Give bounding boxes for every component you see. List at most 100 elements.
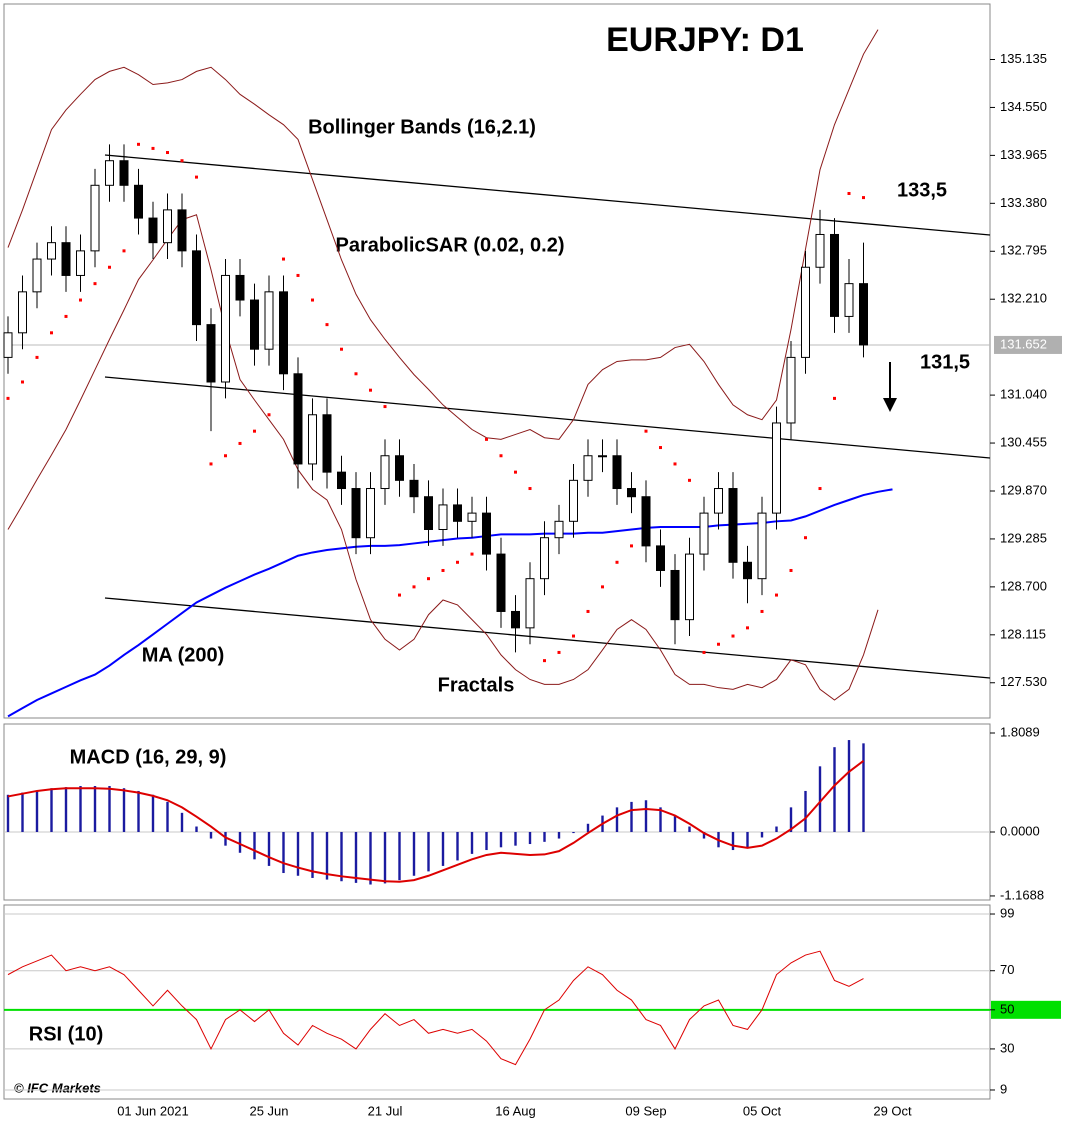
sar-dot bbox=[441, 568, 445, 572]
sar-dot bbox=[514, 470, 517, 474]
sar-dot bbox=[209, 462, 213, 466]
sar-dot bbox=[543, 659, 546, 663]
y-tick-label: 129.870 bbox=[1000, 482, 1047, 497]
sar-dot bbox=[93, 282, 97, 286]
macd-bar bbox=[21, 792, 24, 832]
rsi-line bbox=[7, 950, 864, 1066]
candle-body bbox=[554, 520, 564, 539]
candle-body bbox=[337, 471, 346, 490]
candle-body bbox=[61, 242, 71, 276]
bollinger-label: Bollinger Bands (16,2.1) bbox=[308, 116, 536, 138]
macd-bar bbox=[688, 826, 691, 832]
candle-body bbox=[206, 324, 216, 383]
candle-body bbox=[830, 233, 839, 317]
macd-bar bbox=[543, 831, 546, 842]
candle-body bbox=[612, 455, 622, 490]
candle-body bbox=[801, 266, 810, 358]
x-tick-label: 16 Aug bbox=[495, 1103, 536, 1118]
ma-line bbox=[7, 488, 893, 718]
candle-body bbox=[148, 217, 158, 244]
candle-body bbox=[844, 283, 854, 317]
sar-dot bbox=[572, 634, 575, 638]
macd-bar bbox=[93, 786, 97, 832]
candle-body bbox=[482, 512, 491, 555]
candle-body bbox=[90, 184, 100, 252]
sar-dot bbox=[267, 413, 271, 417]
y-tick-label: 132.210 bbox=[1000, 291, 1047, 306]
sar-dot bbox=[717, 642, 720, 646]
sar-dot bbox=[804, 536, 807, 540]
candle-body bbox=[47, 242, 56, 260]
sar-dot bbox=[644, 429, 648, 433]
sar-dot bbox=[746, 626, 749, 630]
macd-bar bbox=[412, 831, 416, 876]
sar-dot bbox=[383, 405, 387, 409]
candle-body bbox=[641, 496, 651, 547]
macd-bar bbox=[354, 831, 358, 883]
candle-body bbox=[772, 422, 781, 514]
candle-body bbox=[815, 233, 825, 268]
candle-body bbox=[540, 537, 549, 580]
candle-body bbox=[163, 209, 172, 244]
rsi-title: RSI (10) bbox=[29, 1023, 103, 1045]
sar-dot bbox=[79, 298, 82, 302]
macd-bar bbox=[862, 743, 865, 832]
candle-body bbox=[32, 258, 42, 293]
candle-body bbox=[714, 488, 723, 514]
macd-bar bbox=[441, 831, 445, 866]
chart-title: EURJPY: D1 bbox=[606, 21, 804, 59]
candle-body bbox=[496, 553, 506, 612]
sar-dot bbox=[775, 593, 778, 597]
macd-bar bbox=[238, 831, 242, 853]
sar-dot bbox=[151, 146, 155, 150]
sar-dot bbox=[296, 273, 300, 277]
macd-bar bbox=[615, 807, 619, 832]
y-tick-label: 9 bbox=[1000, 1081, 1007, 1096]
macd-bar bbox=[166, 801, 169, 832]
candle-body bbox=[525, 578, 535, 629]
x-tick-label: 29 Oct bbox=[873, 1103, 912, 1118]
sar-dot bbox=[311, 298, 314, 302]
y-tick-label: -1.1688 bbox=[1000, 887, 1044, 902]
macd-bar bbox=[789, 807, 793, 832]
current-price-box bbox=[994, 335, 1062, 354]
y-tick-label: 70 bbox=[1000, 962, 1014, 977]
sar-dot bbox=[673, 462, 677, 466]
candle-body bbox=[293, 373, 303, 465]
x-tick-label: 21 Jul bbox=[368, 1103, 403, 1118]
y-tick-label: 127.530 bbox=[1000, 674, 1047, 689]
x-tick-label: 01 Jun 2021 bbox=[117, 1103, 189, 1118]
macd-bar bbox=[731, 831, 735, 851]
sar-dot bbox=[122, 249, 126, 253]
sar-dot bbox=[586, 609, 590, 613]
x-tick-label: 09 Sep bbox=[625, 1103, 666, 1118]
source: © IFC Markets bbox=[14, 1080, 101, 1095]
sar-dot bbox=[862, 196, 865, 200]
macd-bar bbox=[659, 807, 662, 832]
sar-dot bbox=[398, 593, 401, 597]
y-tick-label: 134.550 bbox=[1000, 99, 1047, 114]
candle-body bbox=[453, 504, 462, 522]
sar-dot bbox=[818, 487, 822, 491]
sar-dot bbox=[557, 650, 561, 654]
macd-bar bbox=[833, 747, 836, 832]
macd-bar bbox=[64, 787, 68, 832]
macd-bar bbox=[253, 831, 256, 860]
sar-dot bbox=[528, 487, 532, 491]
macd-bar bbox=[847, 740, 851, 832]
candle-body bbox=[409, 479, 419, 498]
x-tick-label: 05 Oct bbox=[743, 1103, 782, 1118]
y-tick-label: 50 bbox=[1000, 1001, 1014, 1016]
macd-bar bbox=[35, 790, 39, 832]
trend-line bbox=[104, 376, 991, 459]
macd-bar bbox=[79, 786, 82, 832]
target-label: 133,5 bbox=[897, 179, 947, 201]
macd-bar bbox=[557, 831, 561, 839]
sar-dot bbox=[789, 568, 793, 572]
sar-dot bbox=[456, 560, 459, 564]
macd-bar bbox=[572, 831, 575, 834]
down-arrow bbox=[883, 362, 897, 412]
macd-bar bbox=[137, 790, 140, 832]
sar-dot bbox=[427, 577, 430, 581]
